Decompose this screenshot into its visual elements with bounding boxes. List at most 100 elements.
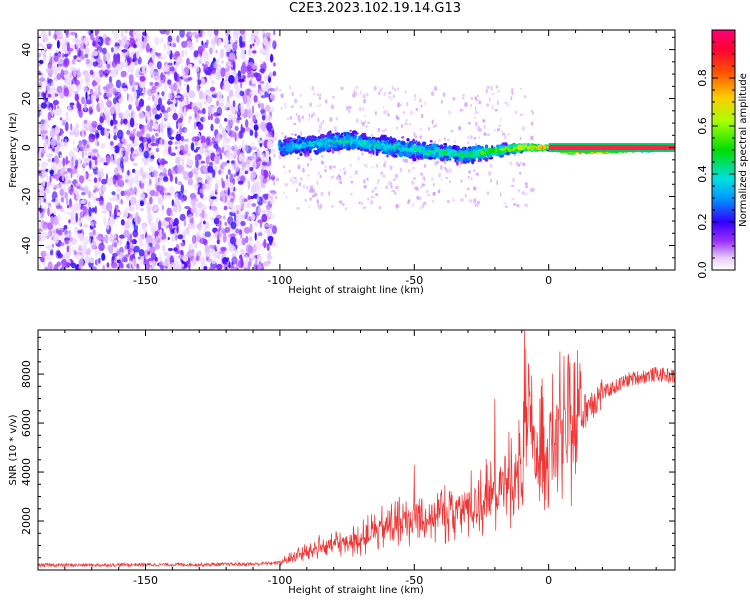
speckle-mark: [124, 150, 129, 157]
speckle-mark: [178, 58, 184, 64]
speckle-mark: [75, 212, 79, 223]
band-mark: [294, 133, 297, 136]
speckle-mark: [232, 41, 238, 51]
speckle-mark: [249, 44, 253, 49]
speckle-mark: [146, 207, 151, 217]
speckle-mark: [182, 70, 186, 80]
speckle-mark: [267, 195, 271, 200]
speckle-mark: [176, 122, 184, 128]
speckle-mark: [133, 122, 140, 127]
speckle-mark: [210, 123, 214, 132]
speckle-mark: [354, 170, 358, 176]
speckle-mark: [278, 154, 282, 160]
speckle-mark: [375, 193, 379, 197]
speckle-mark: [104, 127, 107, 137]
speckle-mark: [245, 211, 249, 215]
speckle-mark: [114, 208, 117, 217]
speckle-mark: [281, 132, 284, 135]
speckle-mark: [261, 209, 266, 216]
speckle-mark: [131, 110, 134, 119]
speckle-mark: [264, 50, 271, 58]
speckle-mark: [271, 128, 274, 131]
speckle-mark: [294, 179, 298, 185]
speckle-mark: [245, 127, 251, 132]
speckle-mark: [437, 189, 441, 194]
speckle-mark: [194, 34, 200, 39]
speckle-mark: [38, 53, 41, 58]
speckle-mark: [98, 250, 101, 255]
speckle-mark: [45, 253, 51, 260]
speckle-mark: [361, 202, 364, 205]
speckle-mark: [183, 171, 190, 181]
speckle-mark: [106, 64, 111, 69]
speckle-mark: [412, 166, 415, 170]
speckle-mark: [382, 174, 386, 178]
speckle-mark: [66, 232, 71, 236]
speckle-mark: [268, 213, 275, 220]
speckle-mark: [97, 124, 103, 131]
speckle-mark: [201, 63, 205, 67]
speckle-mark: [253, 95, 258, 103]
speckle-mark: [38, 143, 41, 147]
speckle-mark: [257, 232, 263, 237]
speckle-mark: [474, 110, 478, 115]
speckle-mark: [306, 185, 309, 190]
speckle-mark: [383, 163, 386, 168]
speckle-mark: [355, 91, 358, 97]
speckle-mark: [440, 165, 443, 170]
speckle-mark: [414, 94, 417, 98]
speckle-mark: [521, 191, 526, 195]
speckle-mark: [359, 106, 362, 112]
speckle-mark: [504, 205, 508, 208]
speckle-mark: [53, 210, 57, 216]
speckle-mark: [299, 94, 303, 97]
speckle-mark: [477, 94, 479, 98]
speckle-mark: [174, 176, 178, 185]
speckle-mark: [46, 77, 50, 83]
speckle-mark: [85, 58, 90, 65]
speckle-mark: [191, 31, 198, 36]
speckle-mark: [410, 160, 414, 165]
speckle-mark: [204, 151, 209, 158]
speckle-mark: [426, 193, 431, 197]
speckle-mark: [252, 50, 257, 54]
speckle-mark: [476, 111, 480, 114]
speckle-mark: [199, 213, 202, 217]
speckle-mark: [253, 30, 260, 36]
speckle-mark: [270, 204, 272, 209]
speckle-mark: [60, 207, 64, 213]
speckle-mark: [71, 221, 77, 225]
speckle-mark: [363, 163, 367, 167]
speckle-mark: [139, 98, 145, 108]
speckle-mark: [419, 136, 422, 140]
speckle-mark: [249, 129, 254, 136]
speckle-mark: [183, 189, 188, 194]
speckle-mark: [531, 111, 535, 115]
speckle-mark: [183, 220, 187, 227]
speckle-mark: [57, 253, 63, 259]
speckle-mark: [237, 239, 242, 248]
speckle-mark: [392, 178, 396, 181]
speckle-mark: [159, 139, 163, 146]
speckle-mark: [183, 138, 189, 142]
speckle-mark: [466, 187, 470, 191]
speckle-mark: [233, 173, 237, 178]
speckle-mark: [71, 58, 76, 65]
speckle-mark: [158, 175, 164, 179]
speckle-mark: [251, 184, 257, 194]
speckle-mark: [254, 232, 257, 241]
speckle-mark: [59, 188, 64, 197]
speckle-mark: [181, 50, 185, 58]
speckle-mark: [82, 224, 89, 228]
speckle-mark: [76, 194, 81, 200]
speckle-mark: [222, 170, 225, 175]
speckle-mark: [104, 40, 107, 45]
speckle-mark: [98, 200, 105, 207]
speckle-mark: [423, 163, 427, 168]
speckle-mark: [507, 133, 511, 136]
speckle-mark: [376, 163, 378, 168]
speckle-mark: [123, 229, 130, 238]
speckle-mark: [408, 123, 412, 126]
speckle-mark: [361, 122, 365, 126]
speckle-mark: [283, 191, 286, 194]
